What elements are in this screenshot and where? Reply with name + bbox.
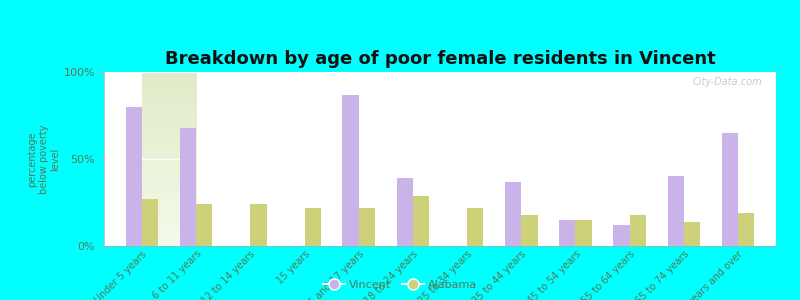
Bar <box>722 133 738 246</box>
Bar <box>342 94 358 246</box>
Bar <box>505 182 522 246</box>
Bar <box>575 220 592 246</box>
Legend: Vincent, Alabama: Vincent, Alabama <box>318 276 482 294</box>
Title: Breakdown by age of poor female residents in Vincent: Breakdown by age of poor female resident… <box>165 50 715 68</box>
Bar <box>522 215 538 246</box>
Bar <box>305 208 321 246</box>
Bar <box>738 213 754 246</box>
Bar <box>684 222 700 246</box>
Bar <box>559 220 575 246</box>
Bar <box>467 208 483 246</box>
Bar <box>630 215 646 246</box>
Y-axis label: percentage
below poverty
level: percentage below poverty level <box>27 124 61 194</box>
Bar <box>142 199 158 246</box>
Text: City-Data.com: City-Data.com <box>693 77 762 87</box>
Bar <box>358 208 375 246</box>
Bar <box>397 178 413 246</box>
Bar <box>180 128 196 246</box>
Bar <box>196 204 212 246</box>
Bar <box>250 204 266 246</box>
Bar <box>126 107 142 246</box>
Bar <box>614 225 630 246</box>
Bar <box>413 196 429 246</box>
Bar <box>668 176 684 246</box>
